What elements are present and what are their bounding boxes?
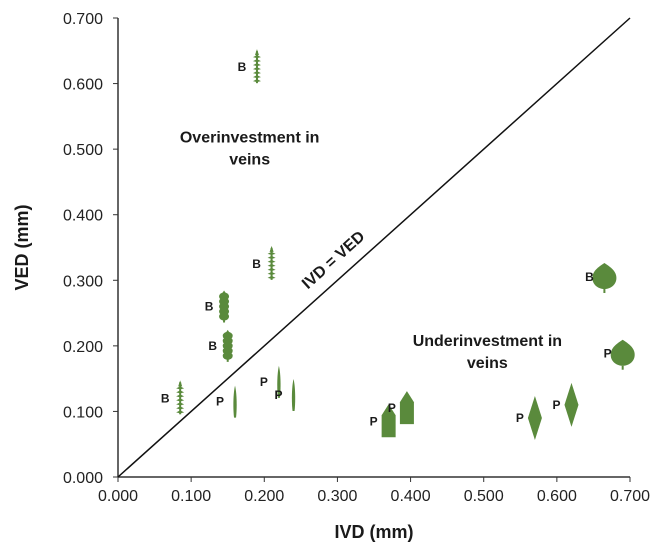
point-label: P xyxy=(552,398,560,412)
x-tick-label: 0.200 xyxy=(244,488,284,505)
y-tick-label: 0.600 xyxy=(63,77,103,94)
y-axis-ticks: 0.000 0.100 0.200 0.300 0.400 0.500 0.600 0.700 xyxy=(63,11,118,487)
leaf-marker xyxy=(399,391,414,425)
leaf-marker xyxy=(291,379,296,412)
leaf-marker xyxy=(592,263,617,294)
point-label: B xyxy=(585,270,594,284)
leaf-marker xyxy=(277,365,281,398)
y-tick-label: 0.100 xyxy=(63,404,103,421)
y-tick-label: 0.400 xyxy=(63,208,103,225)
point-label: P xyxy=(216,395,224,409)
x-tick-label: 0.500 xyxy=(464,488,504,505)
x-tick-label: 0.600 xyxy=(537,488,577,505)
leaf-marker xyxy=(222,329,233,362)
y-tick-label: 0.200 xyxy=(63,339,103,356)
point-label: B xyxy=(238,60,247,74)
x-tick-label: 0.400 xyxy=(391,488,431,505)
point-label: B xyxy=(252,257,261,271)
leaf-marker xyxy=(176,380,185,415)
point-label: P xyxy=(275,388,283,402)
x-axis-title: IVD (mm) xyxy=(334,522,413,542)
ivd-equals-ved-line xyxy=(117,17,631,478)
point-label: P xyxy=(370,414,378,428)
point-label: B xyxy=(208,339,217,353)
point-label: B xyxy=(205,300,214,314)
leaf-marker xyxy=(610,339,635,370)
leaf-marker xyxy=(267,245,276,280)
x-axis-ticks: 0.000 0.100 0.200 0.300 0.400 0.500 0.600 0.700 xyxy=(98,477,650,505)
y-axis-title: VED (mm) xyxy=(12,204,32,290)
leaf-marker xyxy=(564,382,579,427)
y-tick-label: 0.700 xyxy=(63,11,103,28)
axes xyxy=(117,18,630,478)
region-annotation: Overinvestment in veins xyxy=(180,130,320,169)
y-tick-label: 0.300 xyxy=(63,273,103,290)
x-tick-label: 0.000 xyxy=(98,488,138,505)
point-label: P xyxy=(604,347,612,361)
x-tick-label: 0.100 xyxy=(171,488,211,505)
point-label: P xyxy=(516,411,524,425)
x-tick-label: 0.700 xyxy=(610,488,650,505)
y-tick-label: 0.000 xyxy=(63,470,103,487)
annotations: Overinvestment in veins Underinvestment in… xyxy=(180,130,562,372)
x-tick-label: 0.300 xyxy=(317,488,357,505)
leaf-marker xyxy=(381,404,396,438)
leaf-marker xyxy=(233,385,237,418)
leaf-marker xyxy=(527,395,542,440)
leaf-marker xyxy=(219,290,230,323)
leaf-marker xyxy=(252,49,261,84)
y-tick-label: 0.500 xyxy=(63,142,103,159)
point-label: P xyxy=(260,375,268,389)
point-label: B xyxy=(161,391,170,405)
region-annotation: Underinvestment in veins xyxy=(413,333,562,372)
point-label: P xyxy=(388,401,396,415)
